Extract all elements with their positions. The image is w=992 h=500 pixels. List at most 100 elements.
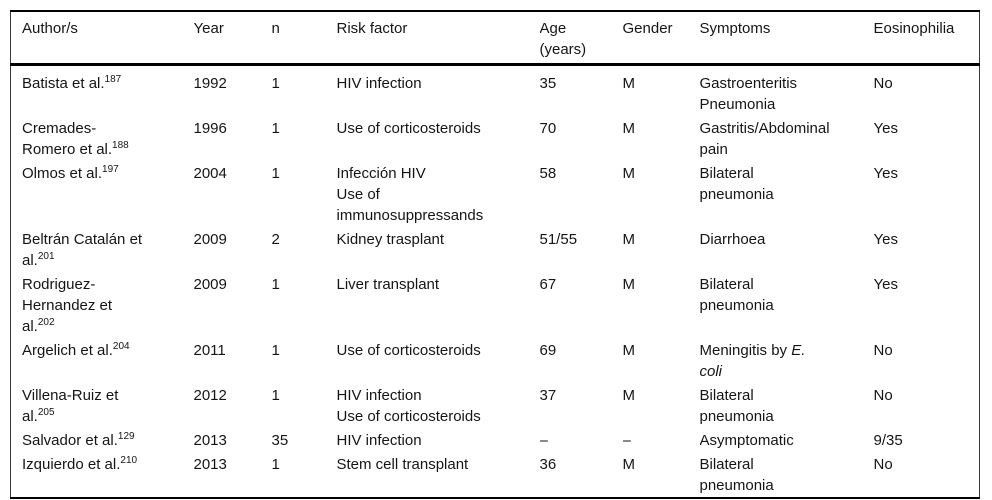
cell-year: 2004 [193,165,227,182]
cell-symptoms: Gastritis/Abdominal pain [699,120,830,158]
cell-n: 1 [271,276,280,293]
cell-gender: M [622,120,636,137]
table-row: Cremades- Romero et al.188 1996 1 Use of co… [11,116,980,161]
cell-n: 1 [271,120,280,137]
cell-risk-factor: Kidney trasplant [336,231,445,248]
cell-n: 2 [271,231,280,248]
cell-eosinophilia: 9/35 [873,432,903,449]
cell-risk-factor: Use of corticosteroids [336,120,481,137]
cell-year: 1992 [193,75,227,92]
cell-symptoms: Meningitis by E. coli [699,342,806,380]
reference-superscript: 205 [37,407,55,418]
cell-symptoms: Bilateral pneumonia [699,456,774,494]
column-header-risk-factor: Risk factor [336,11,540,66]
case-reports-table: Author/s Year n Risk factor Age (years) Gende… [10,10,980,499]
reference-superscript: 187 [104,74,122,85]
cell-age: 67 [539,276,557,293]
cell-gender: M [622,276,636,293]
cell-symptoms: Gastroenteritis Pneumonia [699,75,798,113]
column-header-eosinophilia: Eosinophilia [873,11,980,66]
cell-n: 1 [271,165,280,182]
column-header-n: n [271,11,337,66]
cell-risk-factor: HIV infection [336,432,422,449]
cell-author: Rodriguez- Hernandez et al.202 [22,276,113,335]
cell-gender: M [622,165,636,182]
cell-author: Villena-Ruiz et al.205 [22,387,119,425]
cell-age: 70 [539,120,557,137]
italic-species-text: coli [699,363,723,380]
cell-age: 51/55 [539,231,578,248]
cell-gender: M [622,75,636,92]
table-row: Beltrán Catalán et al.201 2009 2 Kidney tra… [11,227,980,272]
italic-species-text: E. [791,342,806,359]
cell-year: 2013 [193,456,227,473]
cell-year: 2012 [193,387,227,404]
cell-risk-factor: Infección HIV Use of immunosuppressands [336,165,484,224]
cell-symptoms: Diarrhoea [699,231,766,248]
table-row: Villena-Ruiz et al.205 2012 1 HIV infection… [11,383,980,428]
cell-symptoms: Bilateral pneumonia [699,276,774,314]
table-header: Author/s Year n Risk factor Age (years) Gende… [10,11,980,66]
cell-gender: M [622,231,636,248]
cell-n: 1 [271,387,280,404]
cell-age: 58 [539,165,557,182]
cell-eosinophilia: Yes [873,231,898,248]
cell-year: 2011 [193,342,226,359]
cell-eosinophilia: No [873,75,893,92]
reference-superscript: 210 [120,455,138,466]
cell-author: Cremades- Romero et al.188 [22,120,129,158]
cell-age: – [539,432,548,449]
cell-gender: – [622,432,631,449]
cell-eosinophilia: No [873,387,893,404]
cell-author: Olmos et al.197 [22,164,119,183]
cell-year: 2009 [193,231,227,248]
cell-year: 1996 [193,120,227,137]
cell-n: 1 [271,456,280,473]
cell-age: 37 [539,387,557,404]
cell-age: 35 [539,75,557,92]
cell-gender: M [622,456,636,473]
table-row: Rodriguez- Hernandez et al.202 2009 1 Liver… [11,272,980,338]
reference-superscript: 129 [117,431,135,442]
cell-n: 1 [271,342,280,359]
cell-age: 36 [539,456,557,473]
table-row: Izquierdo et al.210 2013 1 Stem cell transp… [11,452,980,498]
cell-eosinophilia: No [873,456,893,473]
cell-author: Argelich et al.204 [22,341,130,360]
cell-eosinophilia: Yes [873,120,898,137]
case-reports-table-container: Author/s Year n Risk factor Age (years) Gende… [10,10,980,499]
cell-gender: M [622,387,636,404]
cell-n: 35 [271,432,289,449]
column-header-year: Year [193,11,272,66]
reference-superscript: 204 [112,341,130,352]
cell-author: Beltrán Catalán et al.201 [22,231,143,269]
cell-gender: M [622,342,636,359]
reference-superscript: 197 [102,164,119,175]
cell-risk-factor: HIV infection [336,75,422,92]
column-header-symptoms: Symptoms [699,11,874,66]
header-row: Author/s Year n Risk factor Age (years) Gende… [10,11,980,66]
cell-year: 2013 [193,432,227,449]
table-row: Batista et al.187 1992 1 HIV infection 35 M Ga… [11,65,980,117]
cell-author: Izquierdo et al.210 [22,455,138,474]
cell-eosinophilia: Yes [873,165,898,182]
cell-n: 1 [271,75,280,92]
reference-superscript: 202 [37,317,55,328]
column-header-age: Age (years) [539,11,623,66]
cell-author: Salvador et al.129 [22,431,135,450]
reference-superscript: 201 [37,251,55,262]
cell-year: 2009 [193,276,227,293]
table-row: Salvador et al.129 2013 35 HIV infection – – A… [11,428,980,452]
column-header-author: Author/s [10,11,194,66]
reference-superscript: 188 [112,140,129,151]
table-row: Olmos et al.197 2004 1 Infección HIV Use of… [11,161,980,227]
cell-symptoms: Bilateral pneumonia [699,165,774,203]
table-row: Argelich et al.204 2011 1 Use of corticoste… [11,338,980,383]
cell-symptoms: Bilateral pneumonia [699,387,774,425]
cell-risk-factor: HIV infection Use of corticosteroids [336,387,481,425]
cell-risk-factor: Liver transplant [336,276,440,293]
cell-eosinophilia: Yes [873,276,898,293]
cell-author: Batista et al.187 [22,74,122,93]
cell-age: 69 [539,342,557,359]
